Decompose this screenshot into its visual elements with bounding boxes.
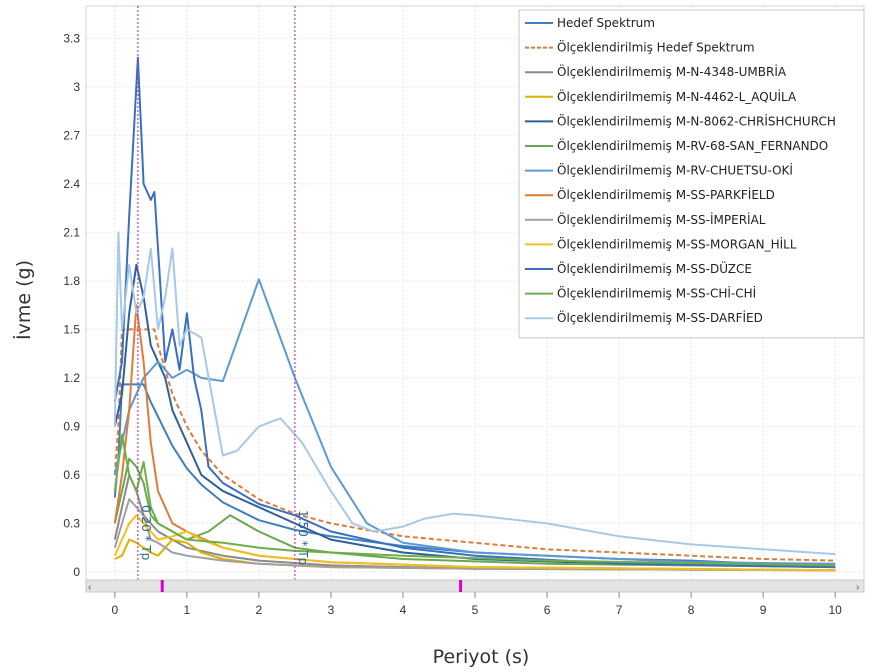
x-axis-ticks: 0 1 2 3 4 5 6 7 8 9 10: [111, 592, 842, 617]
scrollbar-track[interactable]: [85, 579, 865, 593]
legend-entry: Ölçeklendirilmemiş M-SS-DARFİED: [557, 309, 763, 325]
scrollbar-marker[interactable]: [160, 580, 164, 592]
scrollbar-right-arrow[interactable]: ›: [856, 582, 859, 593]
legend-entry: Ölçeklendirilmemiş M-N-4462-L_AQUİLA: [557, 88, 797, 104]
series-line-11: [113, 433, 836, 567]
legend-entry: Hedef Spektrum: [557, 16, 655, 30]
y-tick-label: 0: [73, 565, 80, 579]
series-line-6: [113, 278, 836, 565]
x-axis-title: Periyot (s): [433, 646, 530, 668]
y-tick-label: 0.6: [63, 468, 80, 482]
y-axis-title: İvme (g): [12, 260, 35, 340]
y-tick-label: 1.5: [63, 322, 80, 336]
x-tick-label: 8: [688, 603, 695, 617]
x-tick-label: 5: [472, 603, 479, 617]
series-line-9: [113, 514, 836, 572]
series-line-10: [113, 56, 836, 569]
series-line-1: [113, 328, 836, 562]
y-tick-label: 2.7: [63, 128, 80, 142]
y-tick-label: 2.1: [63, 225, 80, 239]
scrollbar-left-arrow[interactable]: ‹: [88, 582, 91, 593]
y-tick-label: 0.3: [63, 516, 80, 530]
legend-box: [518, 9, 865, 339]
legend-entry: Ölçeklendirilmemiş M-N-8062-CHRİSHCHURCH: [557, 112, 836, 128]
legend-entry: Ölçeklendirilmemiş M-SS-MORGAN_HİLL: [557, 235, 797, 251]
vertical-markers: 0.20 * Tp 1.50 * Tp: [137, 6, 310, 580]
y-tick-label: 1.8: [63, 274, 80, 288]
legend-entry: Ölçeklendirilmemiş M-N-4348-UMBRİA: [557, 63, 787, 79]
vertical-marker-label: 0.20 * Tp: [139, 505, 153, 560]
x-tick-label: 7: [616, 603, 623, 617]
x-tick-label: 3: [328, 603, 335, 617]
scrollbar-marker[interactable]: [459, 580, 463, 592]
legend-entry: Ölçeklendirilmiş Hedef Spektrum: [557, 39, 755, 55]
x-tick-label: 9: [760, 603, 767, 617]
legend-entry: Ölçeklendirilmemiş M-RV-68-SAN_FERNANDO: [557, 137, 828, 153]
series-line-12: [113, 231, 836, 556]
y-axis-ticks: 0 0.3 0.6 0.9 1.2 1.5 1.8 2.1 2.4 2.7 3 3.3: [63, 31, 80, 579]
y-tick-label: 1.2: [63, 371, 80, 385]
y-tick-label: 3: [73, 80, 80, 94]
x-tick-label: 10: [829, 603, 843, 617]
horizontal-scrollbar[interactable]: ‹ ›: [85, 579, 865, 593]
x-tick-label: 2: [256, 603, 263, 617]
legend-entry: Ölçeklendirilmemiş M-RV-CHUETSU-OKİ: [557, 162, 793, 178]
legend-entry: Ölçeklendirilmemiş M-SS-CHİ-CHİ: [557, 285, 756, 301]
x-tick-label: 6: [544, 603, 551, 617]
vertical-marker-label: 1.50 * Tp: [296, 510, 310, 565]
legend-entry: Ölçeklendirilmemiş M-SS-DÜZCE: [557, 260, 752, 276]
x-tick-label: 0: [111, 603, 118, 617]
y-tick-label: 3.3: [63, 31, 80, 45]
series-line-4: [113, 263, 836, 569]
x-tick-label: 4: [400, 603, 407, 617]
series-layer: [113, 56, 836, 572]
x-tick-label: 1: [184, 603, 191, 617]
legend-entry: Ölçeklendirilmemiş M-SS-İMPERİAL: [557, 211, 766, 227]
legend-entry: Ölçeklendirilmemiş M-SS-PARKFİELD: [557, 186, 775, 202]
y-tick-label: 2.4: [63, 177, 80, 191]
y-tick-label: 0.9: [63, 419, 80, 433]
series-line-8: [113, 498, 836, 572]
legend: Hedef Spektrum Ölçeklendirilmiş Hedef Spe…: [518, 9, 865, 339]
